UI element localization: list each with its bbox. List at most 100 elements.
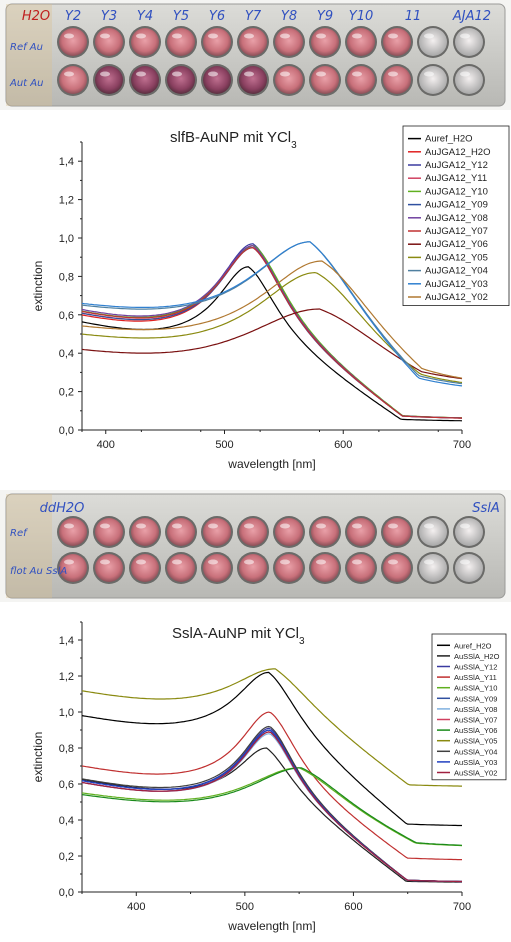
series-line (81, 731, 462, 883)
plate-column-label: Y10 (349, 9, 373, 24)
well (201, 552, 233, 584)
chart-title: slfB-AuNP mit YCl3 (170, 129, 297, 151)
y-tick-label: 0,6 (59, 310, 74, 322)
well (93, 516, 125, 548)
legend-entry: AuSSlA_Y06 (454, 726, 497, 735)
legend-entry: AuJGA12_Y05 (425, 252, 488, 263)
well (345, 26, 377, 58)
series-line (81, 767, 463, 846)
series-line (81, 260, 463, 379)
well (165, 64, 197, 96)
plate-column-label: H2O (22, 9, 50, 24)
well (345, 552, 377, 584)
y-tick-label: 0,0 (59, 887, 74, 899)
well (93, 64, 125, 96)
legend-entry: AuSSlA_Y10 (454, 684, 497, 693)
x-tick-label: 400 (97, 439, 115, 451)
legend-entry: AuJGA12_Y08 (425, 213, 488, 224)
well (417, 552, 449, 584)
legend-entry: AuSSlA_Y11 (454, 673, 497, 682)
well (237, 26, 269, 58)
well (273, 64, 305, 96)
legend (431, 633, 507, 781)
well (57, 64, 89, 96)
y-tick-label: 0,8 (59, 743, 74, 755)
chart-title-subscript: 3 (299, 636, 305, 647)
well (381, 516, 413, 548)
well (57, 516, 89, 548)
legend-entry: AuSSlA_Y05 (454, 737, 497, 746)
plate-column-label: Y4 (137, 9, 153, 24)
well (273, 516, 305, 548)
plate-row-label: Aut Au (9, 78, 43, 89)
plate-column-label: Y6 (209, 9, 225, 24)
plate-column-label: Y9 (317, 9, 333, 24)
well (57, 552, 89, 584)
plate-column-label: AJA12 (452, 9, 491, 24)
y-tick-label: 0,6 (59, 779, 74, 791)
well (201, 516, 233, 548)
legend-entry: AuJGA12_Y04 (425, 266, 488, 277)
chart-SslA-AuNP: SslA-AuNP mit YCl3 0,0 0,2 0,4 0,6 0,8 1,0 1,2… (31, 621, 507, 933)
well (381, 64, 413, 96)
well (381, 552, 413, 584)
well (237, 552, 269, 584)
series-line (81, 241, 463, 387)
legend-entry: AuJGA12_Y12 (425, 160, 488, 171)
series-line (81, 733, 462, 883)
series-line (81, 727, 462, 883)
well (345, 64, 377, 96)
well (165, 552, 197, 584)
series-line (81, 711, 462, 861)
plate-column-label: Y8 (281, 9, 297, 24)
y-tick-label: 1,0 (59, 233, 74, 245)
well (165, 26, 197, 58)
y-axis-label: extinction (31, 732, 45, 783)
series-line (81, 308, 463, 380)
plate-column-label: 11 (405, 9, 422, 24)
well (93, 26, 125, 58)
well (57, 26, 89, 58)
series-line (81, 668, 462, 787)
y-axis-label: extinction (31, 261, 45, 312)
y-tick-label: 0,2 (59, 387, 74, 399)
series-line (81, 246, 462, 419)
well (309, 516, 341, 548)
legend-entry: AuJGA12_Y06 (425, 239, 488, 250)
legend-entry: AuJGA12_Y03 (425, 279, 488, 290)
y-tick-label: 0,4 (59, 348, 74, 360)
series-line (81, 731, 462, 883)
y-tick-label: 1,2 (59, 195, 74, 207)
chart-slfB-AuNP: slfB-AuNP mit YCl3 0,0 0,2 0,4 0,6 0,8 1,0 1,2… (31, 125, 510, 471)
x-tick-label: 600 (344, 901, 362, 913)
well (129, 516, 161, 548)
series-line (81, 767, 463, 847)
legend-entry: AuSSlA_Y02 (454, 769, 497, 778)
well (453, 64, 485, 96)
legend-entry: AuSSlA_H2O (454, 652, 500, 661)
well-plate-photo-2: ddH2O SslA Ref flot Au SslA (0, 490, 511, 602)
well (309, 64, 341, 96)
x-tick-label: 600 (334, 439, 352, 451)
legend-entry: AuJGA12_Y10 (425, 186, 488, 197)
y-tick-label: 0,8 (59, 271, 74, 283)
y-tick-label: 0,0 (59, 425, 74, 437)
plate-column-label: Y3 (101, 9, 117, 24)
well (273, 552, 305, 584)
plate-row-label: flot Au SslA (10, 566, 67, 577)
well (417, 26, 449, 58)
well-plate-photo-1: H2O Y2 Y3 Y4 Y5 Y6 Y7 Y8 Y9 Y10 11 AJA12 Ref Au Aut A… (0, 0, 511, 110)
chart-title-subscript: 3 (291, 140, 297, 151)
legend-entry: AuSSlA_Y12 (454, 663, 497, 672)
legend-entry: AuSSlA_Y09 (454, 694, 497, 703)
legend-entry: AuSSlA_Y07 (454, 716, 497, 725)
well (417, 64, 449, 96)
well (453, 26, 485, 58)
well (453, 516, 485, 548)
legend-entry: AuJGA12_Y11 (425, 173, 487, 184)
y-tick-label: 1,4 (59, 635, 74, 647)
well (273, 26, 305, 58)
series-line (81, 671, 462, 827)
well (165, 516, 197, 548)
well (201, 64, 233, 96)
